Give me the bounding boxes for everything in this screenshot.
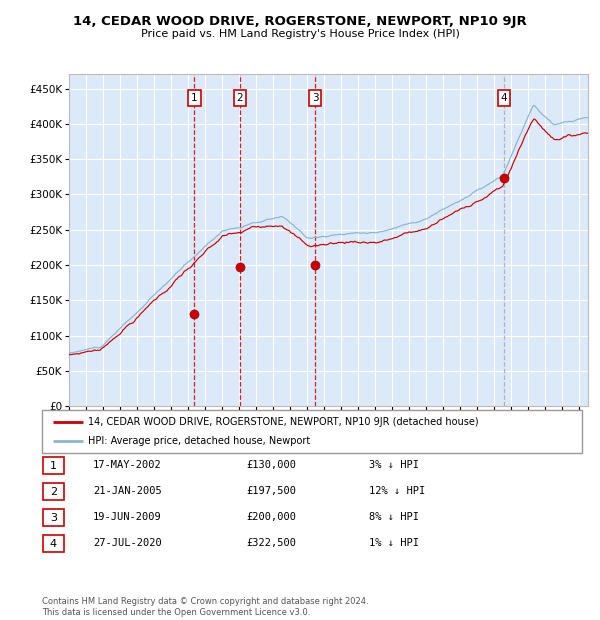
Text: 14, CEDAR WOOD DRIVE, ROGERSTONE, NEWPORT, NP10 9JR: 14, CEDAR WOOD DRIVE, ROGERSTONE, NEWPOR… (73, 16, 527, 29)
Text: Price paid vs. HM Land Registry's House Price Index (HPI): Price paid vs. HM Land Registry's House … (140, 29, 460, 39)
Text: 1: 1 (191, 92, 198, 103)
Text: £197,500: £197,500 (246, 486, 296, 496)
Text: £130,000: £130,000 (246, 460, 296, 470)
Text: 2: 2 (237, 92, 244, 103)
Text: 1: 1 (50, 461, 57, 471)
Text: 21-JAN-2005: 21-JAN-2005 (93, 486, 162, 496)
Text: £322,500: £322,500 (246, 538, 296, 548)
Text: HPI: Average price, detached house, Newport: HPI: Average price, detached house, Newp… (88, 436, 310, 446)
Text: 3: 3 (312, 92, 319, 103)
Text: 1% ↓ HPI: 1% ↓ HPI (369, 538, 419, 548)
Text: £200,000: £200,000 (246, 512, 296, 522)
Text: 3% ↓ HPI: 3% ↓ HPI (369, 460, 419, 470)
Text: 8% ↓ HPI: 8% ↓ HPI (369, 512, 419, 522)
Text: 14, CEDAR WOOD DRIVE, ROGERSTONE, NEWPORT, NP10 9JR (detached house): 14, CEDAR WOOD DRIVE, ROGERSTONE, NEWPOR… (88, 417, 479, 427)
Text: 17-MAY-2002: 17-MAY-2002 (93, 460, 162, 470)
Text: Contains HM Land Registry data © Crown copyright and database right 2024.
This d: Contains HM Land Registry data © Crown c… (42, 598, 368, 617)
Text: 3: 3 (50, 513, 57, 523)
Text: 2: 2 (50, 487, 57, 497)
Text: 4: 4 (50, 539, 57, 549)
Text: 12% ↓ HPI: 12% ↓ HPI (369, 486, 425, 496)
Text: 4: 4 (501, 92, 508, 103)
Text: 19-JUN-2009: 19-JUN-2009 (93, 512, 162, 522)
Text: 27-JUL-2020: 27-JUL-2020 (93, 538, 162, 548)
